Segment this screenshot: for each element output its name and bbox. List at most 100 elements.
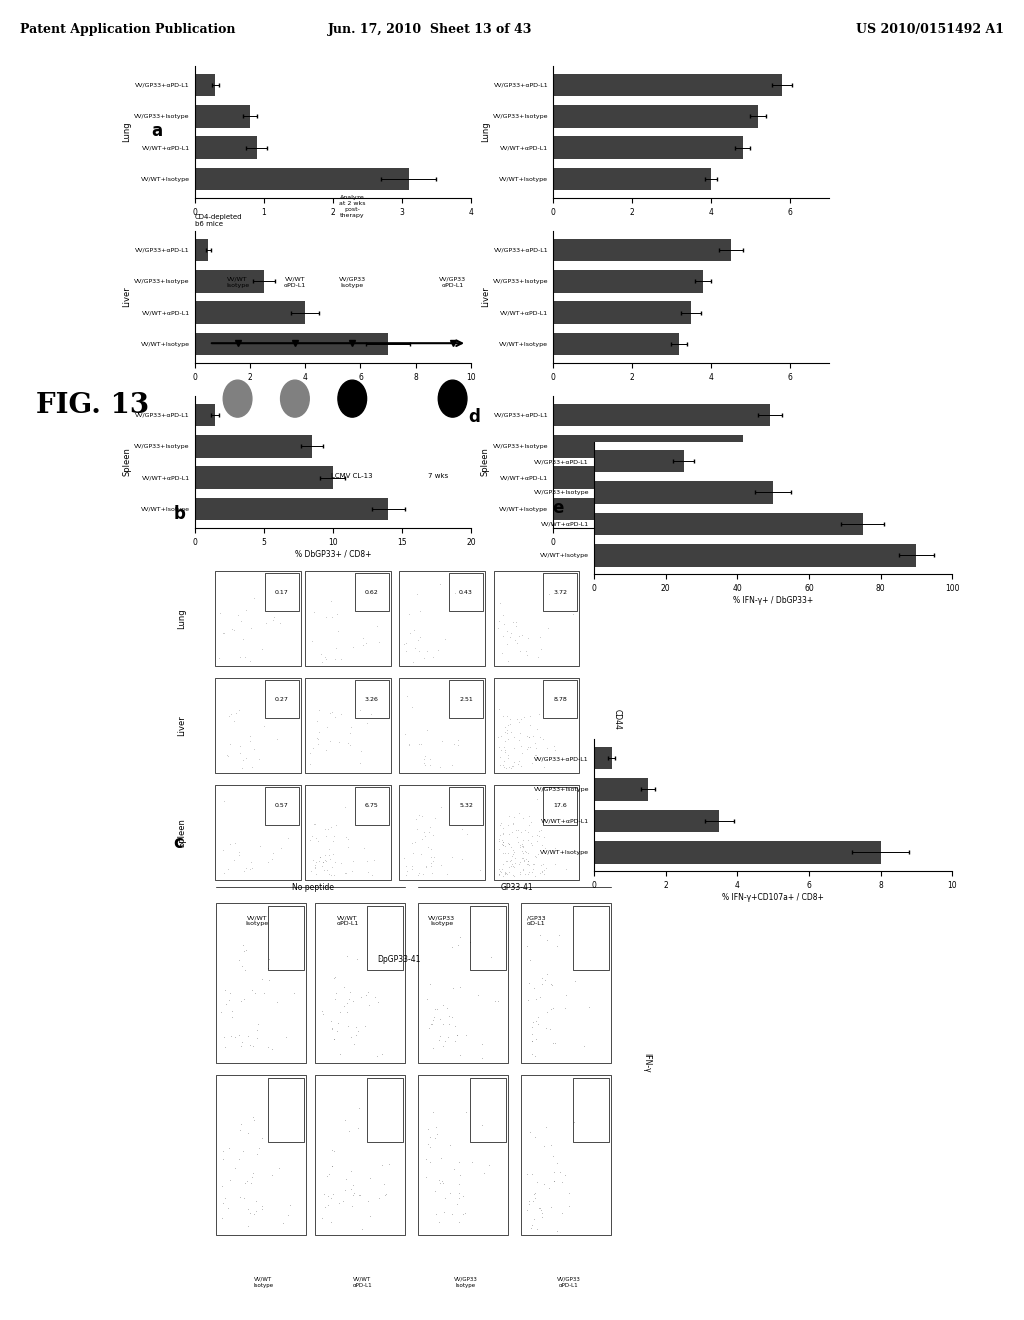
Point: [525, 1183, 542, 1204]
Bar: [216, 1074, 306, 1236]
Point: [527, 1188, 544, 1209]
Point: [231, 845, 248, 866]
Point: [364, 865, 380, 886]
Point: [413, 734, 429, 755]
Point: [434, 731, 451, 752]
Point: [240, 1199, 256, 1220]
Point: [254, 639, 270, 660]
Point: [543, 1197, 559, 1218]
Point: [420, 837, 436, 858]
Point: [490, 838, 507, 859]
Point: [243, 618, 259, 639]
Bar: [367, 1078, 403, 1142]
Point: [328, 982, 344, 1003]
Point: [314, 855, 331, 876]
Point: [322, 702, 338, 723]
Point: [514, 847, 530, 869]
Point: [331, 1192, 347, 1213]
Point: [539, 929, 555, 950]
Point: [553, 1203, 569, 1224]
Point: [556, 686, 572, 708]
Point: [519, 725, 536, 746]
Point: [521, 726, 538, 747]
Point: [381, 1154, 397, 1175]
Point: [537, 756, 553, 777]
Point: [531, 925, 548, 946]
Point: [543, 1134, 559, 1155]
Point: [240, 1026, 256, 1047]
Point: [423, 838, 439, 859]
Text: b: b: [174, 506, 186, 523]
Point: [520, 850, 537, 871]
Point: [532, 626, 549, 647]
Point: [339, 945, 355, 966]
Point: [425, 647, 441, 668]
Point: [422, 1126, 438, 1147]
Bar: [215, 678, 301, 772]
Point: [422, 1151, 438, 1172]
Point: [512, 837, 528, 858]
Point: [547, 837, 563, 858]
Point: [343, 1195, 359, 1216]
Point: [524, 1011, 541, 1032]
Point: [346, 1183, 362, 1204]
Point: [439, 1027, 456, 1048]
Point: [505, 755, 521, 776]
Point: [357, 1016, 374, 1038]
Point: [360, 982, 377, 1003]
Point: [326, 1028, 342, 1049]
Point: [214, 1175, 230, 1196]
Bar: [521, 1074, 611, 1236]
Point: [249, 1144, 265, 1166]
Y-axis label: Lung: Lung: [123, 121, 131, 143]
Point: [354, 635, 371, 656]
Point: [400, 734, 417, 755]
Point: [497, 863, 513, 884]
Point: [500, 747, 516, 768]
Point: [499, 722, 515, 743]
Point: [503, 722, 519, 743]
Point: [220, 706, 237, 727]
Point: [343, 1027, 359, 1048]
Point: [510, 820, 526, 841]
Point: [483, 946, 500, 968]
Point: [523, 825, 540, 846]
Point: [239, 1171, 255, 1192]
Point: [522, 949, 539, 970]
Point: [242, 651, 258, 672]
Point: [530, 704, 547, 725]
Point: [239, 940, 255, 961]
Text: 3.26: 3.26: [365, 697, 379, 701]
Point: [495, 824, 511, 845]
Point: [246, 587, 262, 609]
Point: [245, 1163, 261, 1184]
Point: [519, 1200, 536, 1221]
Point: [313, 644, 330, 665]
Bar: [215, 572, 301, 665]
Point: [411, 734, 427, 755]
Bar: [573, 906, 609, 970]
Point: [561, 1183, 578, 1204]
Point: [495, 834, 511, 855]
Point: [224, 618, 241, 639]
Point: [418, 1148, 434, 1170]
Point: [337, 797, 353, 818]
Point: [371, 1187, 387, 1208]
Point: [443, 1006, 460, 1027]
Y-axis label: Liver: Liver: [481, 286, 489, 308]
Point: [497, 861, 513, 882]
Point: [531, 726, 548, 747]
Point: [221, 1137, 238, 1158]
Point: [521, 705, 538, 726]
Point: [357, 632, 374, 653]
Point: [227, 702, 244, 723]
Point: [547, 854, 563, 875]
Point: [348, 1024, 365, 1045]
Point: [449, 1193, 465, 1214]
Circle shape: [338, 380, 367, 417]
Point: [244, 857, 260, 878]
Text: d: d: [468, 408, 480, 426]
Text: VV/GP33
αPD-L1: VV/GP33 αPD-L1: [557, 1276, 581, 1288]
Point: [242, 730, 258, 751]
Point: [516, 850, 532, 871]
